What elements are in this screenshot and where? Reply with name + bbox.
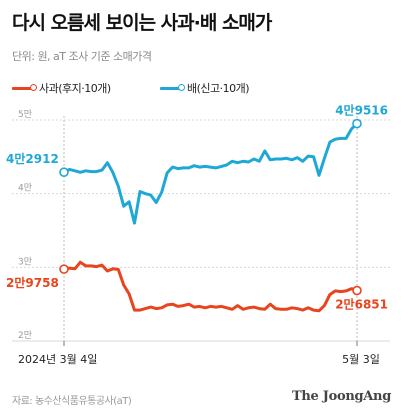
y-tick-label: 5만 (18, 109, 32, 120)
brand-logo: The JoongAng (292, 389, 391, 404)
y-tick-label: 4만 (18, 183, 32, 194)
unit-note: 단위: 원, aT 조사 기준 소매가격 (12, 50, 152, 63)
source-note: 자료: 농수산식품유통공사(aT) (12, 396, 132, 407)
apple-start-label: 2만9758 (6, 275, 59, 290)
legend-pear: 배(신고·10개) (160, 80, 250, 96)
apple-series-line (62, 260, 359, 313)
legend-pear-swatch (160, 83, 185, 91)
legend-apple: 사과(후지·10개) (12, 80, 111, 96)
x-label-end: 5월 3일 (342, 352, 380, 366)
y-tick-label: 2만 (18, 330, 32, 341)
x-label-start: 2024년 3월 4일 (18, 352, 97, 366)
pear-start-label: 4만2912 (6, 151, 59, 166)
y-tick-label: 3만 (18, 256, 32, 267)
apple-start-marker (59, 264, 69, 274)
legend-pear-label: 배(신고·10개) (187, 82, 250, 95)
pear-end-label: 4만9516 (335, 103, 388, 118)
legend-apple-swatch (12, 83, 37, 91)
line-chart: 5만 4만 3만 2만 2024년 3월 4일 5월 3일 4만2912 4만9516 2만97… (6, 103, 390, 366)
apple-end-label: 2만6851 (335, 297, 388, 312)
apple-end-marker (352, 285, 362, 296)
pear-end-marker (352, 118, 362, 129)
pear-series-line (62, 122, 359, 225)
legend-apple-label: 사과(후지·10개) (39, 82, 111, 95)
chart-title: 다시 오름세 보이는 사과·배 소매가 (12, 12, 272, 34)
pear-start-marker (59, 167, 69, 178)
